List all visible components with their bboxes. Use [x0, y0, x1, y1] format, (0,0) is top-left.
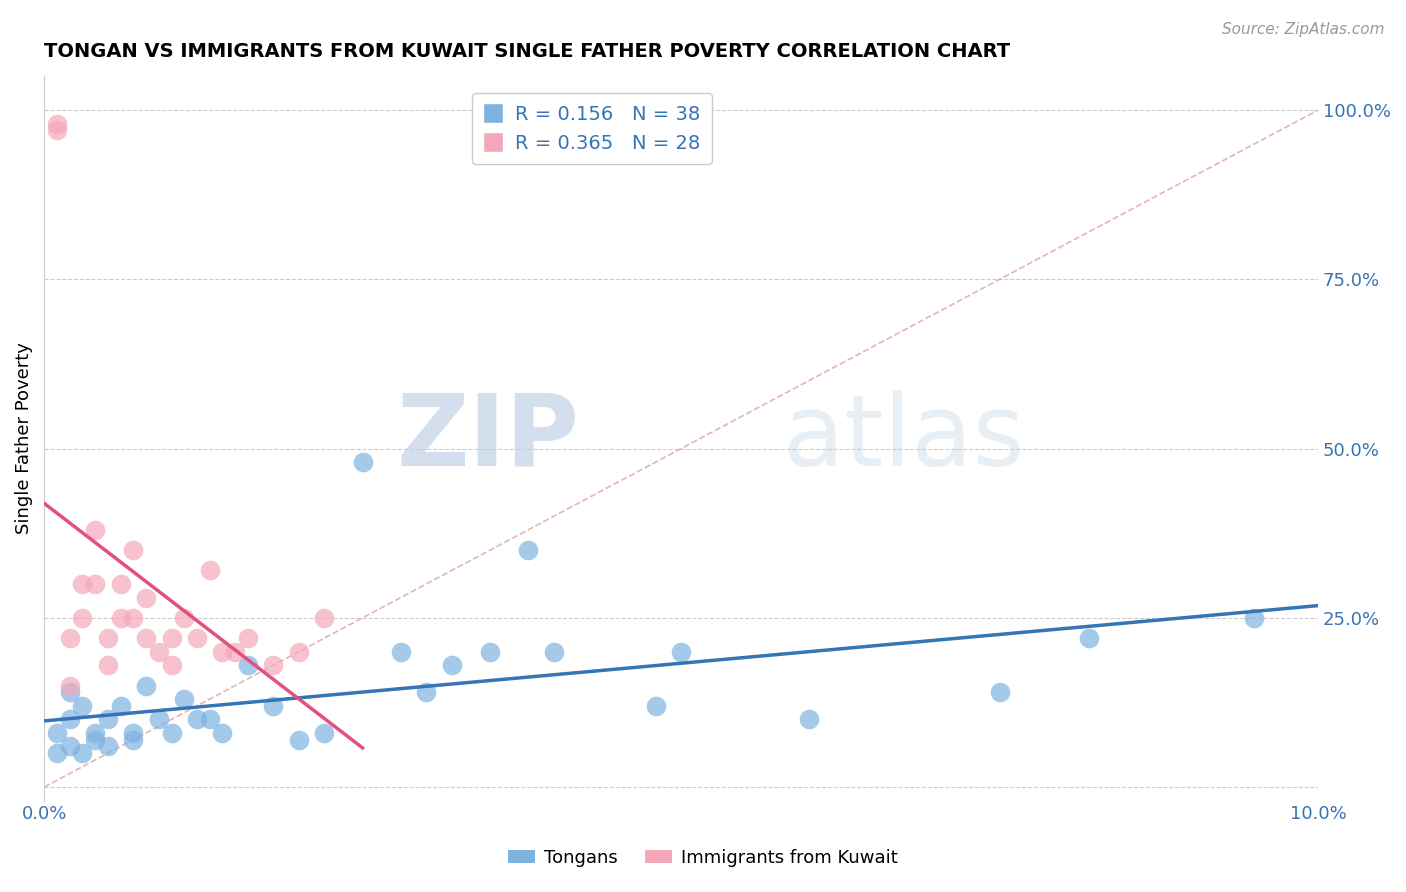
Point: [1243, 611, 1265, 625]
Point: [211, 645, 233, 659]
Point: [288, 732, 311, 747]
Point: [211, 726, 233, 740]
Point: [72, 746, 94, 760]
Point: [988, 685, 1011, 699]
Point: [97, 712, 120, 726]
Point: [479, 645, 502, 659]
Point: [135, 591, 157, 605]
Point: [389, 645, 412, 659]
Point: [160, 631, 183, 645]
Point: [84, 577, 107, 591]
Text: atlas: atlas: [783, 390, 1025, 487]
Point: [314, 726, 336, 740]
Point: [148, 712, 170, 726]
Point: [45, 746, 67, 760]
Point: [669, 645, 692, 659]
Point: [84, 523, 107, 537]
Point: [97, 631, 120, 645]
Point: [352, 455, 374, 469]
Point: [110, 577, 132, 591]
Point: [160, 658, 183, 673]
Point: [236, 658, 259, 673]
Point: [173, 611, 195, 625]
Point: [644, 698, 666, 713]
Point: [58, 679, 80, 693]
Text: Source: ZipAtlas.com: Source: ZipAtlas.com: [1222, 22, 1385, 37]
Point: [797, 712, 820, 726]
Point: [84, 726, 107, 740]
Point: [72, 577, 94, 591]
Point: [262, 658, 284, 673]
Point: [58, 712, 80, 726]
Point: [1077, 631, 1099, 645]
Point: [45, 123, 67, 137]
Point: [415, 685, 437, 699]
Text: ZIP: ZIP: [396, 390, 579, 487]
Point: [110, 698, 132, 713]
Point: [543, 645, 565, 659]
Point: [97, 739, 120, 754]
Point: [84, 732, 107, 747]
Point: [122, 543, 145, 558]
Point: [440, 658, 463, 673]
Point: [110, 611, 132, 625]
Point: [72, 698, 94, 713]
Point: [173, 692, 195, 706]
Point: [224, 645, 246, 659]
Text: TONGAN VS IMMIGRANTS FROM KUWAIT SINGLE FATHER POVERTY CORRELATION CHART: TONGAN VS IMMIGRANTS FROM KUWAIT SINGLE …: [44, 42, 1011, 61]
Point: [72, 611, 94, 625]
Point: [97, 658, 120, 673]
Point: [122, 726, 145, 740]
Point: [517, 543, 540, 558]
Point: [236, 631, 259, 645]
Point: [288, 645, 311, 659]
Legend: R = 0.156   N = 38, R = 0.365   N = 28: R = 0.156 N = 38, R = 0.365 N = 28: [472, 93, 711, 164]
Point: [148, 645, 170, 659]
Point: [198, 712, 221, 726]
Point: [135, 631, 157, 645]
Point: [186, 712, 208, 726]
Point: [122, 611, 145, 625]
Point: [135, 679, 157, 693]
Point: [262, 698, 284, 713]
Point: [58, 631, 80, 645]
Point: [58, 739, 80, 754]
Legend: Tongans, Immigrants from Kuwait: Tongans, Immigrants from Kuwait: [501, 842, 905, 874]
Point: [198, 563, 221, 577]
Point: [314, 611, 336, 625]
Point: [45, 726, 67, 740]
Y-axis label: Single Father Poverty: Single Father Poverty: [15, 343, 32, 534]
Point: [186, 631, 208, 645]
Point: [45, 117, 67, 131]
Point: [58, 685, 80, 699]
Point: [122, 732, 145, 747]
Point: [160, 726, 183, 740]
